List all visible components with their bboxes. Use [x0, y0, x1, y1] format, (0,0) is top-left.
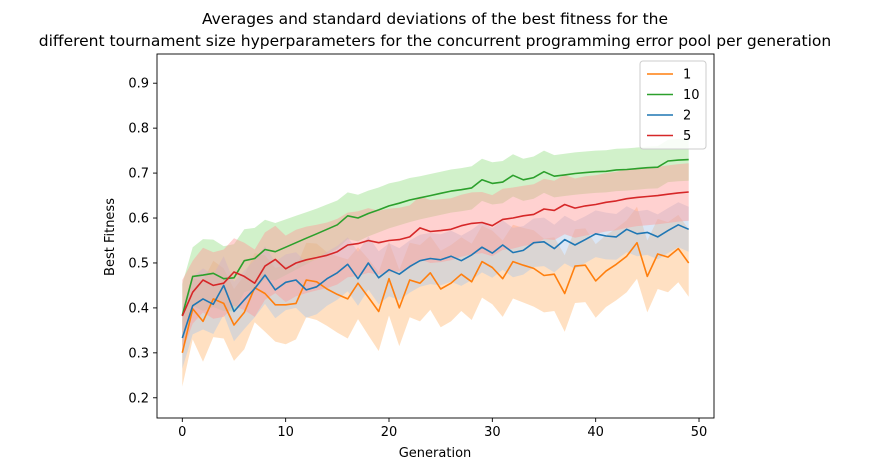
legend-label-1: 1: [683, 68, 691, 83]
legend-label-5: 5: [683, 129, 691, 144]
x-tick-label: 50: [691, 425, 708, 440]
y-axis-label: Best Fitness: [103, 198, 118, 276]
std-band-series-5: [182, 163, 689, 352]
series-line-10: [181, 158, 689, 316]
y-tick-label: 0.4: [128, 301, 149, 316]
y-tick-label: 0.2: [128, 391, 149, 406]
y-tick-label: 0.6: [128, 212, 149, 227]
x-tick-label: 20: [381, 425, 398, 440]
std-band-series-2: [182, 202, 689, 369]
y-tick-label: 0.8: [128, 122, 149, 137]
x-tick-label: 40: [587, 425, 604, 440]
x-tick-label: 0: [178, 425, 186, 440]
legend-label-10: 10: [683, 88, 700, 103]
std-band-series-1: [182, 206, 689, 387]
std-band-series-10: [182, 138, 689, 347]
series-line-2: [181, 224, 690, 339]
legend-label-2: 2: [683, 109, 691, 124]
y-tick-label: 0.7: [128, 167, 149, 182]
y-tick-label: 0.5: [128, 256, 149, 271]
legend: 1 10 2 5: [639, 60, 707, 150]
chart-title-line1: Averages and standard deviations of the …: [202, 10, 668, 28]
y-tick-label: 0.3: [128, 346, 149, 361]
series-line-1: [181, 241, 690, 353]
x-tick-label: 30: [484, 425, 501, 440]
x-tick-label: 10: [277, 425, 294, 440]
plot-frame: [156, 53, 715, 419]
axes: 0 10 20 30 40 50 0.2 0.3 0.4 0.5 0.6 0.7 0.8 0.9: [128, 53, 715, 440]
legend-box: [639, 60, 707, 150]
std-bands: [182, 138, 689, 387]
series-lines: [181, 158, 690, 353]
chart-title-line2: different tournament size hyperparameter…: [39, 32, 831, 50]
x-axis-label: Generation: [399, 446, 472, 461]
series-line-5: [181, 191, 689, 317]
y-tick-label: 0.9: [128, 77, 149, 92]
